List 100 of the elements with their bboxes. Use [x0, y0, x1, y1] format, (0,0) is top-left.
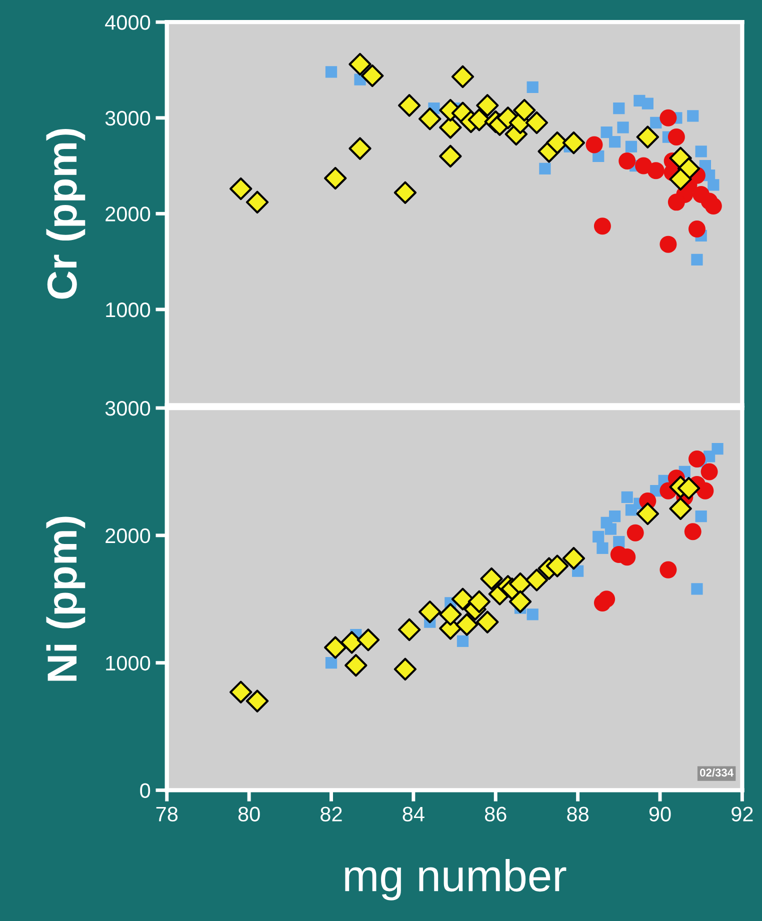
point — [539, 162, 551, 174]
point — [325, 66, 338, 78]
point — [688, 450, 706, 468]
point — [691, 583, 703, 595]
point — [344, 654, 368, 677]
point — [688, 220, 706, 238]
point — [669, 168, 692, 191]
point — [398, 94, 421, 117]
point — [691, 254, 703, 266]
point — [468, 590, 491, 614]
point — [668, 194, 685, 211]
point — [642, 98, 654, 110]
x-axis-title: mg number — [345, 858, 566, 900]
point — [618, 152, 636, 170]
y-tick-label: 3000 — [105, 110, 150, 126]
y-tick-label: 1000 — [106, 656, 150, 671]
point — [668, 128, 685, 146]
point — [618, 548, 636, 566]
point — [508, 590, 532, 614]
point — [613, 102, 625, 114]
point — [608, 136, 621, 148]
point — [476, 610, 499, 634]
point — [324, 636, 347, 659]
point — [695, 146, 707, 158]
point — [598, 590, 616, 608]
point — [526, 608, 538, 620]
point — [246, 690, 269, 712]
point — [525, 111, 548, 134]
y-axis-title: Ni (ppm) — [46, 516, 86, 681]
point — [348, 137, 372, 160]
point — [451, 588, 474, 610]
x-tick-label: 78 — [156, 806, 178, 822]
x-tick-label: 88 — [567, 806, 588, 822]
x-tick-label: 92 — [732, 806, 753, 822]
point — [324, 166, 347, 190]
point — [394, 181, 417, 204]
point — [669, 497, 692, 520]
y-tick-label: 4000 — [105, 15, 150, 30]
point — [594, 218, 611, 235]
point — [700, 463, 718, 480]
x-tick-label: 82 — [320, 806, 342, 822]
y-tick-label: 0 — [140, 783, 150, 798]
point — [708, 179, 720, 191]
point — [230, 177, 252, 200]
point — [592, 530, 604, 542]
point — [626, 524, 644, 542]
point — [625, 140, 638, 152]
point — [600, 126, 612, 138]
point — [439, 603, 462, 626]
point — [394, 658, 417, 681]
y-tick-label: 2000 — [106, 528, 150, 544]
point — [526, 81, 538, 94]
point — [704, 198, 722, 215]
point — [687, 110, 699, 122]
point — [456, 613, 478, 636]
point — [562, 131, 586, 154]
x-tick-label: 90 — [649, 806, 671, 822]
point — [562, 546, 586, 570]
point — [660, 109, 677, 126]
point — [660, 236, 677, 253]
point — [636, 502, 660, 526]
point — [525, 568, 548, 592]
point — [451, 65, 474, 88]
y-tick-label: 3000 — [105, 401, 150, 416]
point — [586, 136, 603, 154]
point — [246, 190, 269, 214]
point — [356, 628, 380, 652]
point — [647, 162, 664, 180]
x-tick-label: 84 — [402, 806, 424, 822]
point — [695, 510, 707, 522]
point — [696, 482, 714, 500]
point — [325, 657, 338, 669]
point — [340, 631, 364, 654]
y-tick-label: 2000 — [106, 206, 150, 222]
point — [456, 635, 469, 647]
point — [398, 618, 421, 642]
point — [546, 554, 569, 578]
x-tick-label: 80 — [238, 806, 260, 822]
annotation: 02/334 — [700, 768, 734, 777]
point — [361, 64, 384, 88]
point — [621, 491, 633, 503]
point — [684, 523, 702, 540]
point — [650, 116, 662, 128]
point — [712, 442, 724, 455]
point — [348, 52, 372, 76]
y-axis-title: Cr (ppm) — [46, 128, 86, 299]
point — [636, 126, 660, 148]
point — [613, 536, 625, 548]
point — [476, 94, 499, 117]
point — [600, 516, 612, 528]
point — [418, 600, 442, 624]
point — [418, 108, 442, 130]
point — [230, 680, 252, 704]
point — [513, 98, 536, 122]
point — [617, 122, 629, 134]
y-tick-label: 1000 — [106, 302, 150, 318]
point — [439, 144, 462, 168]
point — [677, 476, 700, 500]
point — [480, 567, 503, 590]
x-tick-label: 86 — [484, 806, 506, 822]
